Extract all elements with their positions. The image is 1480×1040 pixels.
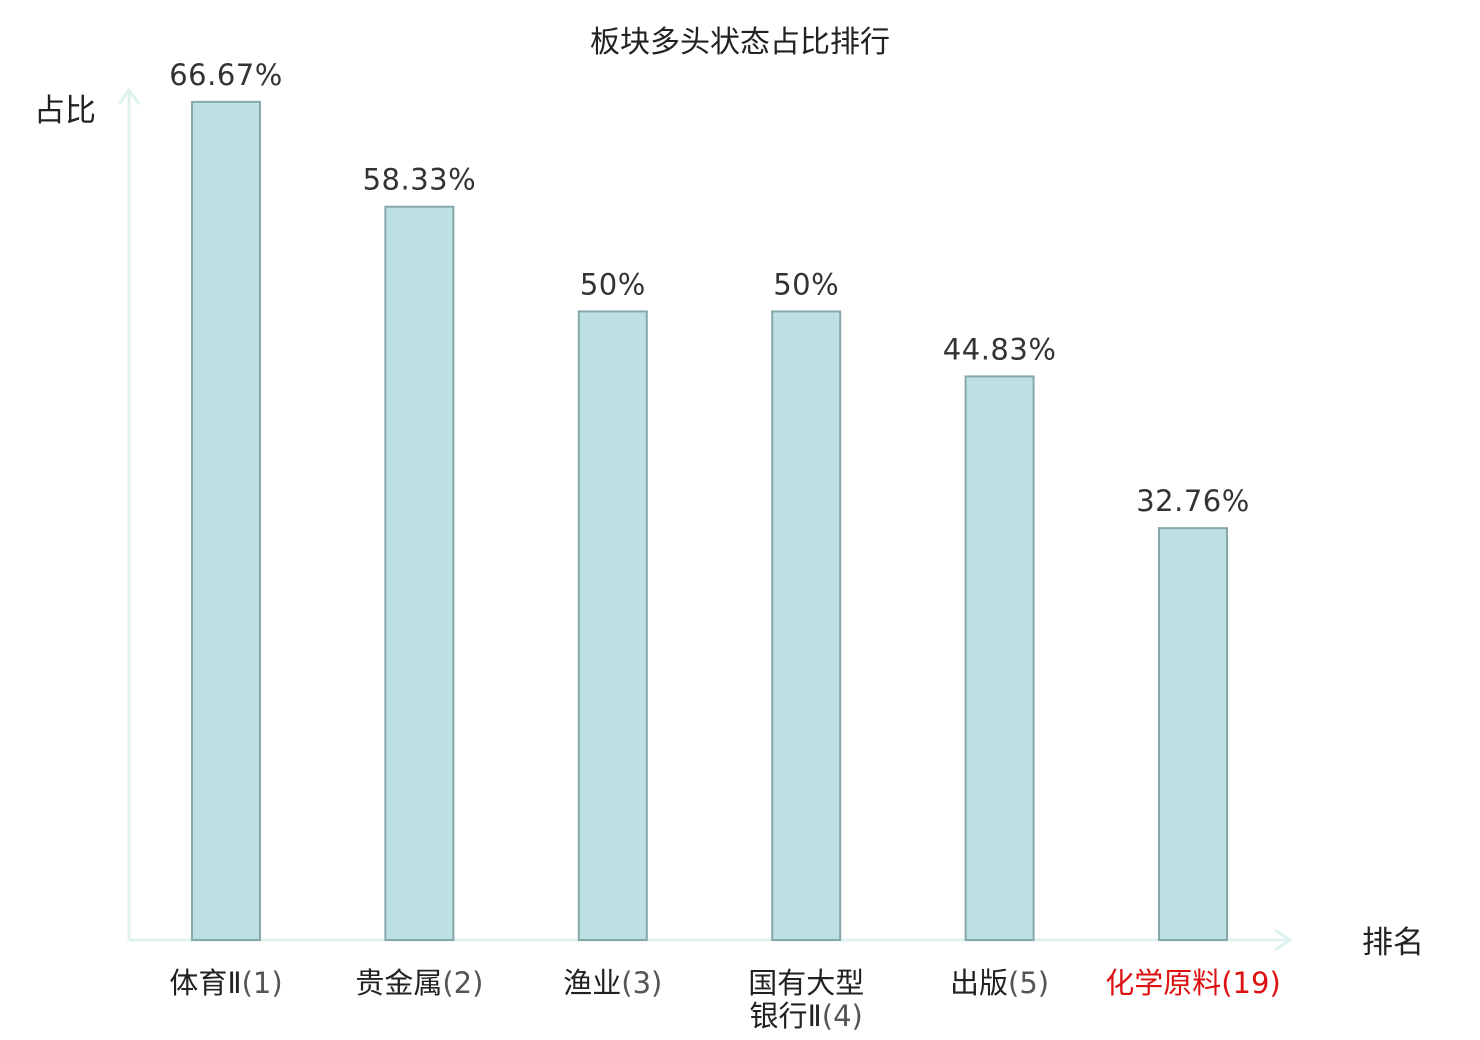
- x-tick-rank: (1): [242, 966, 283, 1000]
- bar-value-label: 32.76%: [1136, 484, 1250, 518]
- bar-value-label: 44.83%: [943, 332, 1057, 366]
- x-tick-rank: (19): [1221, 966, 1281, 1000]
- x-tick-label-name: 体育Ⅱ: [169, 966, 241, 1000]
- bar: [384, 205, 455, 942]
- x-tick-rank: (2): [442, 966, 483, 1000]
- y-axis-label: 占比: [34, 93, 96, 129]
- y-axis-arrow: [117, 87, 141, 105]
- bar: [771, 310, 842, 941]
- x-axis-arrow: [1274, 928, 1293, 952]
- x-tick-label: 国有大型: [748, 966, 864, 1000]
- bar-value-label: 66.67%: [169, 58, 283, 92]
- x-tick-label-name: 银行Ⅱ: [750, 999, 822, 1033]
- chart-title: 板块多头状态占比排行: [590, 25, 890, 60]
- x-tick-label-name: 国有大型: [748, 966, 864, 1000]
- axes: [117, 87, 1293, 952]
- x-tick-label: 化学原料(19): [1105, 966, 1281, 1000]
- bars: [191, 100, 1228, 942]
- bar: [964, 375, 1035, 941]
- bar-value-label: 50%: [773, 267, 839, 301]
- x-tick-label-name: 出版: [950, 966, 1008, 1000]
- x-tick-label-name: 化学原料: [1105, 966, 1221, 1000]
- value-labels: 66.67% 58.33% 50% 50% 44.83% 32.76%: [169, 58, 1250, 518]
- bar: [577, 310, 648, 941]
- bar: [1158, 527, 1228, 941]
- x-tick-label: 渔业(3): [563, 966, 662, 1000]
- x-tick-label-name: 贵金属: [355, 966, 442, 1000]
- x-tick-rank: (5): [1008, 966, 1049, 1000]
- x-tick-label: 出版(5): [950, 966, 1049, 1000]
- bar-value-label: 50%: [580, 267, 646, 301]
- x-tick-label-name: 渔业: [563, 966, 621, 1000]
- x-tick-rank: (4): [822, 999, 863, 1033]
- x-axis-label: 排名: [1362, 925, 1424, 961]
- bar-value-label: 58.33%: [363, 163, 477, 197]
- x-tick-label: 体育Ⅱ(1): [169, 966, 282, 1000]
- x-tick-label: 银行Ⅱ(4): [750, 999, 863, 1033]
- x-tick-rank: (3): [621, 966, 662, 1000]
- x-tick-label: 贵金属(2): [355, 966, 483, 1000]
- bar: [191, 100, 261, 941]
